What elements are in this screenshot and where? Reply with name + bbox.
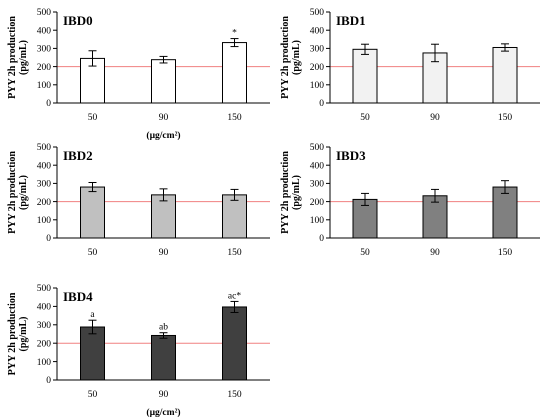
- y-tick-label: 200: [37, 339, 52, 349]
- bar-90: [422, 195, 448, 239]
- panel-ibd2: 0 100 200 300 400 500 50 90 150 IBD2 PYY 2h produc…: [7, 143, 270, 258]
- x-tick-label: 50: [88, 113, 98, 123]
- bar-50: [80, 186, 105, 239]
- x-tick-label: 90: [159, 390, 169, 400]
- x-axis-label: (µg/cm²): [146, 130, 180, 141]
- y-tick-label: 400: [37, 161, 52, 171]
- y-tick-label: 100: [37, 81, 52, 91]
- y-axis-label-line: PYY 2h production: [7, 16, 18, 99]
- y-axis-label: PYY 2h production(pg/mL): [7, 16, 29, 99]
- y-tick-label: 300: [310, 45, 325, 55]
- bar-50: [352, 48, 378, 104]
- y-tick-label: 500: [310, 8, 325, 18]
- bar-150: [492, 186, 518, 239]
- x-tick-label: 50: [360, 113, 370, 123]
- y-axis-label-line: (pg/mL): [18, 175, 29, 210]
- y-tick-label: 100: [37, 358, 52, 368]
- y-axis-label-line: (pg/mL): [291, 175, 302, 210]
- y-axis-label: PYY 2h production(pg/mL): [7, 151, 29, 234]
- x-tick-label: 150: [227, 248, 242, 258]
- y-axis-label-line: PYY 2h production: [7, 151, 18, 234]
- x-tick-label: 90: [159, 113, 169, 123]
- y-axis-label: PYY 2h production(pg/mL): [7, 292, 29, 375]
- y-tick-label: 100: [310, 216, 325, 226]
- panel-title: IBD2: [63, 148, 93, 163]
- x-tick-label: 90: [430, 113, 440, 123]
- y-tick-label: 200: [310, 63, 325, 73]
- y-axis-label-line: PYY 2h production: [280, 151, 291, 234]
- y-tick-label: 400: [37, 303, 52, 313]
- bar-150: [492, 46, 518, 104]
- y-tick-label: 0: [319, 234, 324, 244]
- panel-title: IBD4: [63, 289, 93, 304]
- y-tick-label: 0: [46, 376, 51, 386]
- significance-label: ab: [159, 323, 168, 333]
- panel-title: IBD1: [336, 13, 366, 28]
- y-axis-label-line: (pg/mL): [18, 40, 29, 75]
- x-tick-label: 90: [430, 248, 440, 258]
- x-tick-label: 150: [227, 390, 242, 400]
- y-tick-label: 0: [46, 99, 51, 109]
- significance-label: *: [232, 29, 237, 39]
- y-tick-label: 100: [310, 81, 325, 91]
- y-axis-label: PYY 2h production(pg/mL): [280, 16, 302, 99]
- x-tick-label: 90: [159, 248, 169, 258]
- y-tick-label: 300: [37, 321, 52, 331]
- y-axis-label-line: (pg/mL): [18, 317, 29, 352]
- y-tick-label: 300: [37, 180, 52, 190]
- x-tick-label: 150: [498, 248, 513, 258]
- panel-ibd1: 0 100 200 300 400 500 50 90 150 IBD1 PYY 2h produc…: [280, 8, 540, 123]
- y-tick-label: 300: [37, 45, 52, 55]
- x-tick-label: 50: [88, 390, 98, 400]
- bar-90: [151, 194, 176, 239]
- y-tick-label: 100: [37, 216, 52, 226]
- bar-150: [222, 306, 247, 381]
- y-tick-label: 400: [310, 26, 325, 36]
- y-tick-label: 300: [310, 180, 325, 190]
- significance-label: a: [90, 310, 95, 320]
- y-axis-label-line: (pg/mL): [291, 40, 302, 75]
- x-tick-label: 50: [88, 248, 98, 258]
- y-tick-label: 500: [37, 284, 52, 294]
- y-tick-label: 0: [46, 234, 51, 244]
- panel-title: IBD0: [63, 13, 93, 28]
- x-axis-label: (µg/cm²): [146, 407, 180, 417]
- y-tick-label: 200: [310, 198, 325, 208]
- y-tick-label: 500: [37, 143, 52, 153]
- y-tick-label: 0: [319, 99, 324, 109]
- y-tick-label: 200: [37, 198, 52, 208]
- bar-150: [222, 42, 247, 104]
- y-axis-label: PYY 2h production(pg/mL): [280, 151, 302, 234]
- y-tick-label: 500: [310, 143, 325, 153]
- panel-ibd0: 0 100 200 300 400 500 50 90 * 150 IBD0 PYY 2h produ…: [7, 8, 270, 141]
- significance-label: ac*: [228, 291, 241, 301]
- y-axis-label-line: PYY 2h production: [280, 16, 291, 99]
- y-tick-label: 400: [310, 161, 325, 171]
- y-tick-label: 200: [37, 63, 52, 73]
- y-tick-label: 400: [37, 26, 52, 36]
- bar-150: [222, 194, 247, 239]
- x-tick-label: 50: [360, 248, 370, 258]
- x-tick-label: 150: [498, 113, 513, 123]
- y-axis-label-line: PYY 2h production: [7, 292, 18, 375]
- bar-90: [151, 59, 176, 104]
- panel-ibd3: 0 100 200 300 400 500 50 90 150 IBD3 PYY 2h produc…: [280, 143, 540, 258]
- panel-ibd4: 0 100 200 300 400 500 a 50 ab 90 ac* 150 IBD4 PYY 2h …: [7, 284, 270, 417]
- bar-50: [80, 326, 105, 381]
- panel-title: IBD3: [336, 148, 366, 163]
- bar-90: [151, 334, 176, 381]
- y-tick-label: 500: [37, 8, 52, 18]
- x-tick-label: 150: [227, 113, 242, 123]
